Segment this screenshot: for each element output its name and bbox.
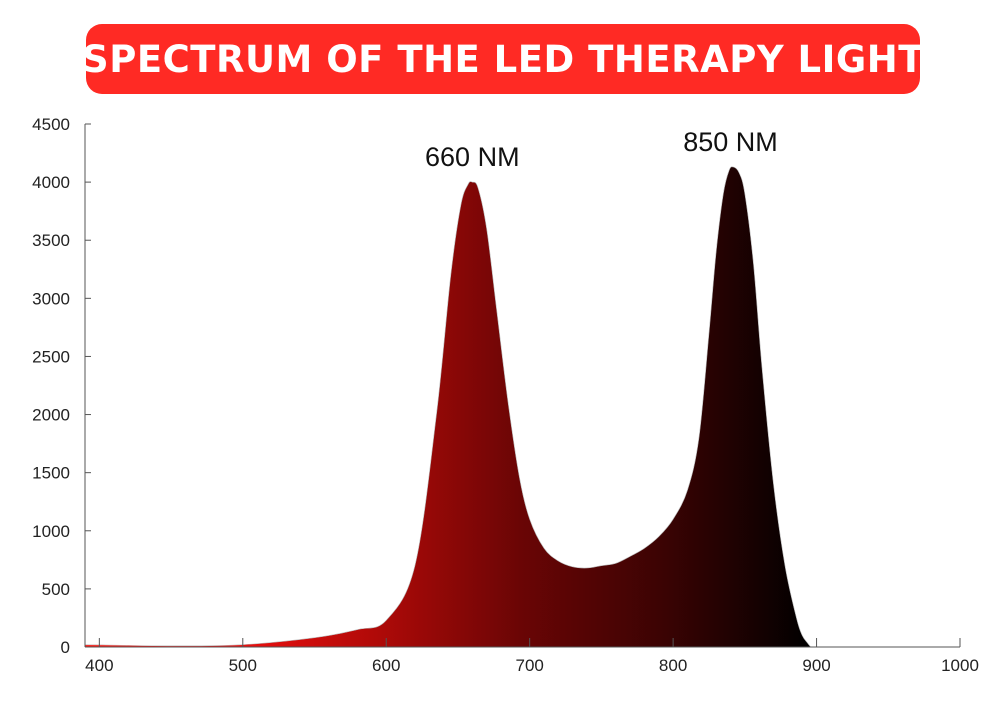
y-tick-label: 4500	[32, 115, 70, 134]
axes	[84, 124, 960, 648]
y-tick-label: 3500	[32, 231, 70, 250]
y-tick-label: 3000	[32, 289, 70, 308]
y-axis-ticks: 0 500 1000 1500 2000 2500 3000 3500 4000 4500	[32, 115, 91, 657]
x-tick-label: 500	[229, 656, 257, 675]
x-axis-ticks: 400 500 600 700 800 900 1000	[85, 638, 979, 675]
y-tick-label: 2000	[32, 406, 70, 425]
x-tick-label: 1000	[941, 656, 979, 675]
x-tick-label: 800	[659, 656, 687, 675]
y-tick-label: 0	[61, 638, 70, 657]
y-tick-label: 500	[42, 580, 70, 599]
chart-title: SPECTRUM OF THE LED THERAPY LIGHT	[82, 37, 924, 81]
y-tick-label: 4000	[32, 173, 70, 192]
title-banner: SPECTRUM OF THE LED THERAPY LIGHT	[82, 24, 923, 94]
y-tick-label: 1000	[32, 522, 70, 541]
peak-annotations: 660 NM 850 NM	[425, 127, 778, 172]
plot-area	[84, 166, 812, 648]
x-tick-label: 900	[802, 656, 830, 675]
y-tick-label: 1500	[32, 464, 70, 483]
peak-label: 850 NM	[683, 127, 778, 157]
x-tick-label: 600	[372, 656, 400, 675]
y-tick-label: 2500	[32, 347, 70, 366]
x-tick-label: 700	[515, 656, 543, 675]
spectrum-area	[84, 166, 812, 648]
peak-label: 660 NM	[425, 142, 520, 172]
x-tick-label: 400	[85, 656, 113, 675]
